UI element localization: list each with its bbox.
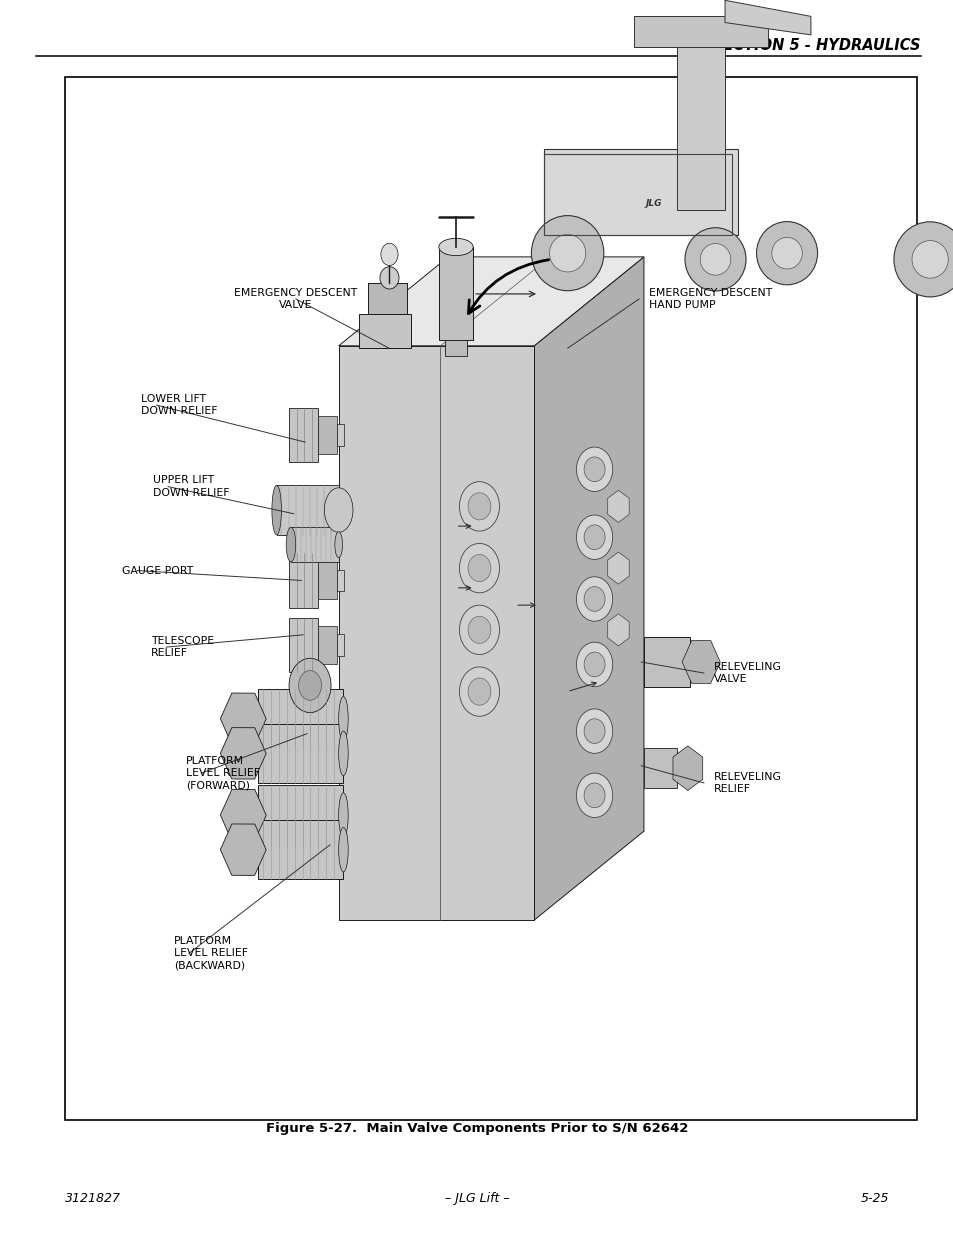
Text: GAUGE PORT: GAUGE PORT: [122, 566, 193, 576]
Bar: [438, 247, 473, 340]
Text: JLG: JLG: [644, 199, 661, 209]
Bar: [634, 16, 767, 47]
Bar: [543, 148, 738, 235]
Bar: [289, 618, 317, 672]
Ellipse shape: [583, 525, 604, 550]
Ellipse shape: [576, 577, 612, 621]
Bar: [336, 634, 344, 656]
Ellipse shape: [531, 216, 603, 290]
Bar: [643, 748, 677, 788]
Text: 5-25: 5-25: [860, 1192, 888, 1205]
Ellipse shape: [583, 719, 604, 743]
Bar: [257, 689, 343, 748]
Ellipse shape: [576, 642, 612, 687]
Ellipse shape: [468, 555, 491, 582]
Polygon shape: [338, 257, 643, 346]
Bar: [257, 724, 343, 783]
Ellipse shape: [459, 605, 499, 655]
Ellipse shape: [468, 616, 491, 643]
Ellipse shape: [324, 488, 353, 532]
Ellipse shape: [576, 773, 612, 818]
Bar: [317, 626, 336, 663]
Bar: [368, 283, 406, 314]
Bar: [338, 346, 534, 920]
Bar: [65, 77, 916, 1120]
Ellipse shape: [576, 709, 612, 753]
Ellipse shape: [335, 531, 342, 558]
Ellipse shape: [286, 527, 295, 562]
Bar: [543, 154, 731, 235]
Bar: [336, 569, 344, 592]
Ellipse shape: [438, 238, 473, 256]
Bar: [358, 314, 411, 348]
Ellipse shape: [379, 267, 398, 289]
Text: EMERGENCY DESCENT
VALVE: EMERGENCY DESCENT VALVE: [233, 288, 357, 310]
Ellipse shape: [338, 827, 348, 872]
Text: PLATFORM
LEVEL RELIEF
(FORWARD): PLATFORM LEVEL RELIEF (FORWARD): [186, 756, 260, 790]
Text: RELEVELING
RELIEF: RELEVELING RELIEF: [713, 772, 781, 794]
Text: TELESCOPE
RELIEF: TELESCOPE RELIEF: [151, 636, 213, 658]
Ellipse shape: [468, 493, 491, 520]
Bar: [336, 424, 344, 446]
Ellipse shape: [684, 227, 745, 291]
Bar: [677, 47, 724, 210]
Circle shape: [298, 671, 321, 700]
Text: EMERGENCY DESCENT
HAND PUMP: EMERGENCY DESCENT HAND PUMP: [648, 288, 771, 310]
Ellipse shape: [583, 652, 604, 677]
Ellipse shape: [459, 543, 499, 593]
Ellipse shape: [576, 515, 612, 559]
Bar: [289, 408, 317, 462]
Text: PLATFORM
LEVEL RELIEF
(BACKWARD): PLATFORM LEVEL RELIEF (BACKWARD): [173, 936, 248, 971]
Ellipse shape: [468, 678, 491, 705]
Bar: [291, 527, 338, 562]
Bar: [257, 785, 343, 845]
Circle shape: [380, 243, 397, 266]
Ellipse shape: [771, 237, 801, 269]
Text: UPPER LIFT
DOWN RELIEF: UPPER LIFT DOWN RELIEF: [152, 475, 229, 498]
Bar: [643, 637, 689, 687]
Ellipse shape: [700, 243, 730, 275]
Ellipse shape: [338, 731, 348, 776]
Ellipse shape: [272, 485, 281, 535]
Ellipse shape: [756, 221, 817, 285]
Text: SECTION 5 - HYDRAULICS: SECTION 5 - HYDRAULICS: [712, 38, 920, 53]
Bar: [289, 553, 317, 608]
Bar: [257, 820, 343, 879]
Text: RELEVELING
VALVE: RELEVELING VALVE: [713, 662, 781, 684]
Circle shape: [289, 658, 331, 713]
Bar: [317, 562, 336, 599]
Bar: [276, 485, 338, 535]
Ellipse shape: [549, 235, 585, 272]
Text: Figure 5-27.  Main Valve Components Prior to S/N 62642: Figure 5-27. Main Valve Components Prior…: [266, 1123, 687, 1135]
Ellipse shape: [583, 587, 604, 611]
Ellipse shape: [911, 241, 947, 278]
Ellipse shape: [576, 447, 612, 492]
Text: 3121827: 3121827: [65, 1192, 121, 1205]
Ellipse shape: [459, 667, 499, 716]
Text: – JLG Lift –: – JLG Lift –: [444, 1192, 509, 1205]
Ellipse shape: [583, 457, 604, 482]
Text: LOWER LIFT
DOWN RELIEF: LOWER LIFT DOWN RELIEF: [141, 394, 217, 416]
Ellipse shape: [459, 482, 499, 531]
Ellipse shape: [338, 793, 348, 837]
Ellipse shape: [893, 222, 953, 296]
Polygon shape: [724, 0, 810, 35]
Polygon shape: [534, 257, 643, 920]
Ellipse shape: [338, 697, 348, 741]
Ellipse shape: [335, 492, 342, 529]
Ellipse shape: [583, 783, 604, 808]
Bar: [317, 416, 336, 453]
Bar: [444, 340, 467, 356]
